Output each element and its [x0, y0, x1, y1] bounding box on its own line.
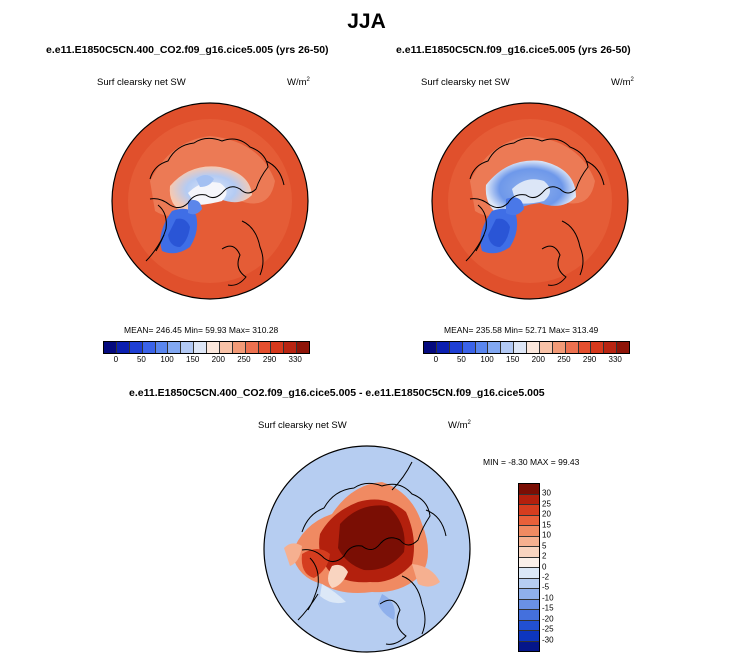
- left-stats: MEAN= 246.45 Min= 59.93 Max= 310.28: [124, 325, 279, 335]
- colorbar-swatch: [501, 342, 515, 353]
- colorbar-swatch: [519, 631, 539, 642]
- colorbar-tick-label: 5: [542, 541, 547, 551]
- colorbar-swatch: [519, 505, 539, 516]
- diff-variable-label: Surf clearsky net SW: [258, 420, 347, 431]
- colorbar-tick-label: 100: [480, 355, 494, 364]
- colorbar-swatch: [519, 547, 539, 558]
- colorbar-tick-label: 250: [557, 355, 571, 364]
- colorbar-swatch: [207, 342, 220, 353]
- colorbar-tick-label: 25: [542, 499, 551, 509]
- colorbar-swatch: [297, 342, 309, 353]
- colorbar-swatch: [519, 610, 539, 621]
- colorbar-tick-label: 250: [237, 355, 251, 364]
- colorbar-swatch: [519, 599, 539, 610]
- colorbar-swatch: [245, 342, 259, 353]
- colorbar-swatch: [565, 342, 579, 353]
- colorbar-tick-label: 200: [211, 355, 225, 364]
- colorbar-tick-label: 100: [160, 355, 174, 364]
- colorbar-swatch: [284, 342, 298, 353]
- colorbar-swatch: [519, 568, 539, 579]
- colorbar-swatch: [258, 342, 272, 353]
- right-stats: MEAN= 235.58 Min= 52.71 Max= 313.49: [444, 325, 599, 335]
- colorbar-tick-label: 0: [433, 355, 439, 364]
- colorbar-swatch: [142, 342, 156, 353]
- diff-stats: MIN = -8.30 MAX = 99.43: [483, 457, 580, 467]
- left-units-label: W/m2: [287, 77, 310, 89]
- diff-colorbar: [518, 483, 540, 652]
- colorbar-swatch: [104, 342, 117, 353]
- colorbar-swatch: [578, 342, 592, 353]
- colorbar-tick-label: 50: [136, 355, 146, 364]
- colorbar-swatch: [232, 342, 246, 353]
- right-colorbar: [423, 341, 630, 354]
- colorbar-swatch: [219, 342, 233, 353]
- diff-units-label: W/m2: [448, 420, 471, 432]
- colorbar-swatch: [519, 515, 539, 526]
- colorbar-swatch: [519, 589, 539, 600]
- colorbar-swatch: [181, 342, 195, 353]
- colorbar-swatch: [271, 342, 285, 353]
- left-variable-label: Surf clearsky net SW: [97, 77, 186, 88]
- right-units-label: W/m2: [611, 77, 634, 89]
- colorbar-tick-label: 10: [542, 530, 551, 540]
- colorbar-tick-label: -15: [542, 603, 554, 613]
- left-colorbar: [103, 341, 310, 354]
- colorbar-swatch: [519, 557, 539, 568]
- left-polar-map: [111, 102, 309, 300]
- colorbar-tick-label: -20: [542, 614, 554, 624]
- colorbar-swatch: [519, 536, 539, 547]
- colorbar-tick-label: 30: [542, 488, 551, 498]
- diff-polar-map: [263, 445, 471, 653]
- colorbar-tick-label: -10: [542, 593, 554, 603]
- colorbar-swatch: [129, 342, 143, 353]
- colorbar-tick-label: -30: [542, 635, 554, 645]
- colorbar-swatch: [527, 342, 540, 353]
- colorbar-swatch: [519, 494, 539, 505]
- colorbar-swatch: [604, 342, 618, 353]
- colorbar-swatch: [488, 342, 502, 353]
- colorbar-swatch: [424, 342, 437, 353]
- colorbar-tick-label: 15: [542, 520, 551, 530]
- colorbar-swatch: [449, 342, 463, 353]
- colorbar-swatch: [194, 342, 207, 353]
- colorbar-tick-label: 330: [288, 355, 302, 364]
- colorbar-tick-label: 290: [262, 355, 277, 364]
- colorbar-tick-label: 0: [113, 355, 119, 364]
- colorbar-tick-label: 0: [542, 562, 547, 571]
- colorbar-tick-label: 150: [186, 355, 200, 364]
- colorbar-swatch: [462, 342, 476, 353]
- colorbar-swatch: [514, 342, 527, 353]
- colorbar-swatch: [519, 526, 539, 537]
- colorbar-tick-label: 20: [542, 509, 551, 519]
- colorbar-tick-label: 200: [531, 355, 545, 364]
- colorbar-swatch: [552, 342, 566, 353]
- colorbar-swatch: [519, 578, 539, 589]
- left-panel-title: e.e11.E1850C5CN.400_CO2.f09_g16.cice5.00…: [46, 44, 329, 56]
- diff-panel-title: e.e11.E1850C5CN.400_CO2.f09_g16.cice5.00…: [129, 387, 545, 399]
- plot-title: JJA: [347, 10, 386, 33]
- colorbar-tick-label: -5: [542, 582, 550, 592]
- colorbar-swatch: [155, 342, 169, 353]
- colorbar-tick-label: 290: [582, 355, 597, 364]
- colorbar-swatch: [519, 641, 539, 651]
- colorbar-swatch: [617, 342, 629, 353]
- colorbar-swatch: [591, 342, 605, 353]
- colorbar-swatch: [116, 342, 130, 353]
- colorbar-swatch: [475, 342, 489, 353]
- colorbar-tick-label: 2: [542, 551, 547, 561]
- colorbar-tick-label: 150: [506, 355, 520, 364]
- colorbar-tick-label: -25: [542, 624, 554, 634]
- colorbar-swatch: [436, 342, 450, 353]
- colorbar-tick-label: 330: [608, 355, 622, 364]
- colorbar-tick-label: -2: [542, 572, 550, 582]
- colorbar-swatch: [519, 620, 539, 631]
- colorbar-swatch: [519, 484, 539, 495]
- colorbar-tick-label: 50: [456, 355, 466, 364]
- right-panel-title: e.e11.E1850C5CN.f09_g16.cice5.005 (yrs 2…: [396, 44, 631, 56]
- right-polar-map: [431, 102, 629, 300]
- right-variable-label: Surf clearsky net SW: [421, 77, 510, 88]
- colorbar-swatch: [168, 342, 182, 353]
- colorbar-swatch: [539, 342, 553, 353]
